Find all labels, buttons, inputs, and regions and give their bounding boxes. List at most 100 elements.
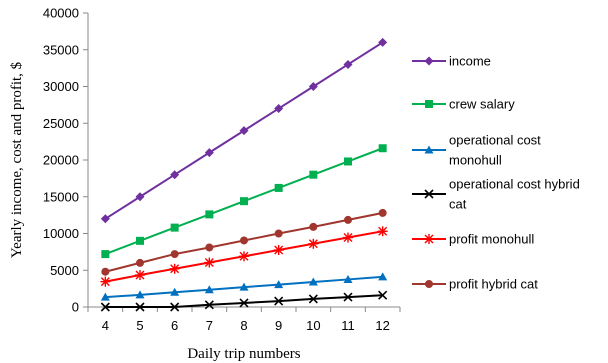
legend-item-crew-salary: crew salary: [412, 97, 515, 112]
legend-label: profit monohull: [449, 232, 534, 247]
data-point: [343, 274, 353, 283]
legend-label: income: [449, 54, 491, 69]
data-point: [378, 208, 387, 217]
legend-label: monohull: [449, 153, 502, 168]
data-point: [100, 214, 110, 224]
data-point: [169, 263, 180, 274]
x-tick-label: 12: [375, 318, 389, 333]
data-point: [170, 250, 179, 259]
data-point: [273, 245, 284, 256]
data-point: [274, 229, 283, 238]
series-operational-cost-hybrid-cat: [100, 290, 388, 312]
data-point: [344, 215, 352, 224]
series-operational-cost-monohull: [100, 272, 388, 301]
x-tick-label: 4: [102, 318, 109, 333]
legend-label: operational cost: [449, 133, 541, 148]
x-tick-label: 6: [171, 318, 178, 333]
series-profit-monohull: [100, 226, 388, 287]
data-point: [204, 257, 215, 268]
data-point: [239, 298, 249, 308]
data-point: [343, 59, 353, 69]
data-point: [309, 170, 318, 179]
data-point: [204, 148, 214, 158]
y-tick-label: 20000: [43, 153, 79, 168]
data-point: [239, 251, 249, 262]
data-point: [100, 302, 110, 312]
y-tick-label: 40000: [43, 6, 79, 21]
data-point: [204, 300, 214, 310]
data-point: [100, 292, 110, 301]
data-point: [378, 37, 388, 47]
data-point: [170, 302, 180, 312]
data-point: [309, 222, 318, 231]
data-point: [274, 183, 283, 192]
y-tick-label: 0: [72, 300, 79, 315]
data-point: [378, 144, 387, 153]
data-point: [240, 236, 248, 245]
x-tick-label: 7: [206, 318, 213, 333]
data-point: [308, 82, 318, 91]
legend-marker: [425, 100, 433, 108]
legend-label: profit hybrid cat: [449, 277, 538, 292]
legend-label: operational cost hybrid: [449, 177, 580, 192]
data-point: [239, 126, 249, 136]
y-tick-label: 35000: [43, 42, 79, 57]
data-point: [101, 267, 110, 276]
data-point: [240, 197, 248, 206]
data-point: [308, 294, 318, 304]
legend-item-income: income: [412, 54, 491, 69]
legend: income crew salary operational cost monohul…: [412, 54, 580, 292]
data-point: [204, 285, 214, 294]
data-point: [170, 170, 180, 180]
data-point: [343, 292, 353, 302]
legend-label: cat: [449, 197, 467, 212]
data-point: [170, 223, 179, 232]
legend-item-operational-cost-hybrid-cat: operational cost hybrid cat: [412, 177, 580, 212]
x-tick-label: 9: [275, 318, 282, 333]
data-point: [274, 104, 284, 114]
data-point: [205, 210, 214, 219]
data-point: [135, 290, 145, 299]
data-point: [377, 226, 388, 237]
data-point: [100, 276, 111, 287]
legend-marker: [425, 280, 433, 288]
y-tick-label: 5000: [50, 263, 79, 278]
data-point: [101, 250, 110, 259]
legend-item-profit-hybrid-cat: profit hybrid cat: [412, 277, 538, 292]
data-point: [135, 192, 145, 202]
axes: 0 5000 10000 15000 20000 25000 30000 35000 40000…: [43, 6, 401, 333]
data-point: [135, 302, 145, 312]
x-tick-label: 11: [341, 318, 355, 333]
y-tick-label: 30000: [43, 79, 79, 94]
legend-label: crew salary: [449, 97, 515, 112]
data-point: [239, 282, 249, 291]
data-point: [136, 236, 144, 245]
y-tick-label: 25000: [43, 116, 79, 131]
data-point: [205, 243, 214, 252]
data-point: [308, 277, 318, 286]
legend-item-operational-cost-monohull: operational cost monohull: [412, 133, 541, 168]
x-tick-label: 8: [240, 318, 247, 333]
legend-item-profit-monohull: profit monohull: [412, 232, 534, 247]
x-axis-title: Daily trip numbers: [187, 346, 300, 362]
data-point: [274, 296, 284, 306]
series-line-operational-cost-hybrid-cat: [105, 294, 383, 308]
legend-marker: [424, 145, 434, 154]
y-tick-label: 10000: [43, 226, 79, 241]
data-point: [378, 290, 388, 300]
data-point: [308, 238, 319, 249]
data-point: [135, 270, 145, 281]
series-crew-salary: [101, 144, 387, 259]
y-tick-label: 15000: [43, 189, 79, 204]
legend-marker: [424, 56, 434, 66]
legend-marker: [424, 234, 434, 244]
series-income: [100, 37, 388, 224]
x-tick-label: 5: [136, 318, 143, 333]
series-group: [100, 37, 388, 312]
series-profit-hybrid-cat: [101, 208, 387, 276]
x-tick-label: 10: [306, 318, 320, 333]
legend-marker: [424, 189, 434, 199]
y-axis-title: Yearly income, cost and profit, $: [9, 61, 25, 258]
data-point: [343, 232, 353, 243]
data-point: [344, 157, 352, 166]
